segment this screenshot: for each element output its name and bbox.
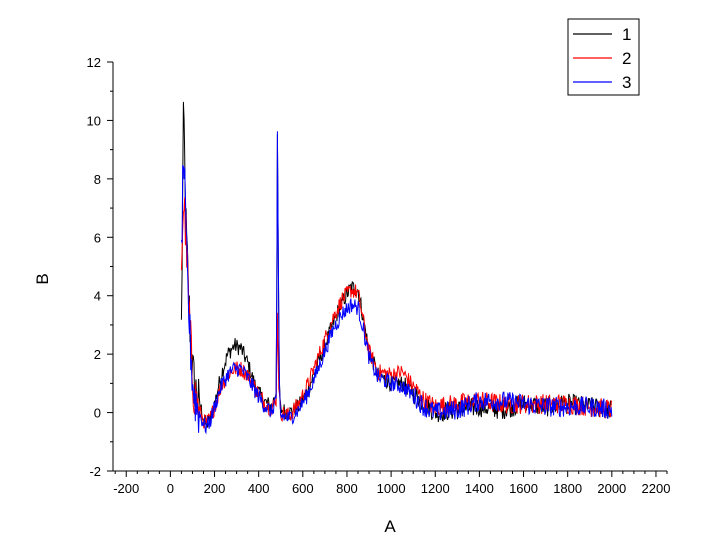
- x-tick-label: -200: [113, 481, 139, 496]
- legend-label-2: 2: [622, 49, 631, 68]
- y-tick-label: 6: [94, 230, 101, 245]
- x-tick-label: 1400: [465, 481, 494, 496]
- x-tick-label: 2200: [642, 481, 671, 496]
- y-tick-label: 4: [94, 289, 101, 304]
- legend: 1 2 3: [567, 18, 640, 96]
- x-tick-label: 800: [336, 481, 358, 496]
- y-tick-label: -2: [89, 464, 101, 479]
- y-tick-label: 0: [94, 406, 101, 421]
- series-line-3: [180, 131, 613, 435]
- legend-label-3: 3: [622, 73, 631, 92]
- y-tick-label: 8: [94, 172, 101, 187]
- x-tick-label: 600: [292, 481, 314, 496]
- y-tick-label: 12: [87, 55, 101, 70]
- x-tick-label: 1800: [553, 481, 582, 496]
- x-tick-label: 200: [204, 481, 226, 496]
- legend-items: 1 2 3: [573, 25, 631, 92]
- y-axis-title: B: [33, 273, 52, 284]
- x-axis-title: A: [384, 517, 396, 536]
- x-tick-label: 2000: [597, 481, 626, 496]
- y-tick-label: 10: [87, 113, 101, 128]
- y-tick-label: 2: [94, 347, 101, 362]
- legend-label-1: 1: [622, 25, 631, 44]
- tick-labels: -200 0 200 400 600 800 1000 1200 1400 1600 1800 200…: [87, 55, 671, 496]
- x-tick-label: 1200: [421, 481, 450, 496]
- x-tick-label: 400: [248, 481, 270, 496]
- series-layer: [180, 101, 613, 435]
- x-tick-label: 1000: [377, 481, 406, 496]
- series-line-2: [180, 197, 613, 429]
- x-tick-label: 0: [167, 481, 174, 496]
- x-tick-label: 1600: [509, 481, 538, 496]
